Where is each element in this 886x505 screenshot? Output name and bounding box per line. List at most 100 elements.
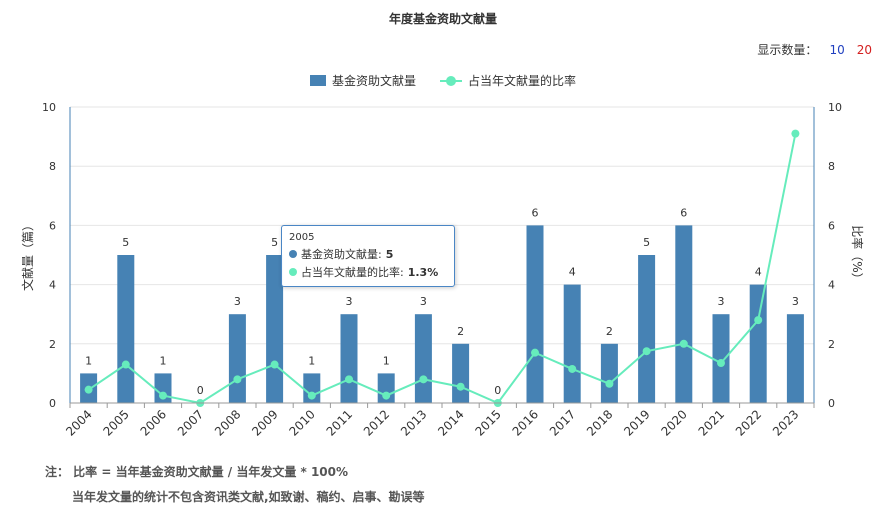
ratio-point bbox=[345, 375, 353, 384]
y-tick-label-right: 2 bbox=[828, 338, 835, 351]
ratio-point bbox=[754, 316, 763, 325]
display-count-option-20[interactable]: 20 bbox=[856, 42, 872, 57]
y-tick-label-right: 8 bbox=[828, 160, 835, 173]
x-tick-label: 2018 bbox=[584, 407, 615, 438]
bar bbox=[749, 284, 767, 403]
bar-value-label: 0 bbox=[197, 384, 204, 397]
y-tick-label-left: 2 bbox=[49, 338, 56, 351]
y-tick-label-right: 10 bbox=[828, 101, 842, 114]
ratio-line-series bbox=[84, 129, 800, 407]
hover-tooltip: 2005 基金资助文献量: 5 占当年文献量的比率: 1.3% bbox=[281, 225, 455, 287]
y-axis-title-right: 比率（%） bbox=[850, 225, 865, 284]
x-tick-label: 2013 bbox=[398, 407, 429, 438]
display-count-option-10[interactable]: 10 bbox=[829, 42, 845, 57]
display-count-control: 显示数量： 10 20 bbox=[757, 41, 872, 58]
bar-value-label: 3 bbox=[346, 295, 353, 308]
y-tick-label-right: 4 bbox=[828, 279, 835, 292]
y-axis-title-left: 文献量（篇） bbox=[20, 219, 35, 291]
x-tick-label: 2010 bbox=[286, 407, 317, 438]
bar bbox=[228, 314, 246, 403]
bar-value-label: 6 bbox=[680, 206, 687, 219]
bar bbox=[675, 225, 693, 403]
bar bbox=[638, 255, 656, 403]
bar-value-label: 4 bbox=[569, 266, 576, 279]
bar-value-label: 5 bbox=[122, 236, 129, 249]
ratio-line bbox=[88, 133, 797, 405]
x-tick-label: 2011 bbox=[324, 407, 355, 438]
bar bbox=[414, 314, 432, 403]
ratio-point bbox=[121, 360, 130, 369]
y-tick-label-left: 4 bbox=[49, 279, 56, 292]
ratio-point bbox=[791, 129, 800, 138]
y-tick-label-right: 0 bbox=[828, 397, 835, 410]
bar-value-label: 3 bbox=[234, 295, 241, 308]
tooltip-label-ratio: 占当年文献量的比率: bbox=[301, 266, 404, 279]
legend-label-funded-count: 基金资助文献量 bbox=[331, 74, 416, 88]
bar bbox=[117, 255, 135, 403]
ratio-point bbox=[679, 339, 688, 348]
bar bbox=[600, 343, 618, 403]
bar-value-label: 1 bbox=[383, 354, 390, 367]
ratio-point bbox=[382, 391, 391, 400]
footnote-exclusion: 当年发文量的统计不包含资讯类文献,如致谢、稿约、启事、勘误等 bbox=[72, 490, 425, 504]
x-tick-label: 2004 bbox=[63, 407, 94, 438]
bar-value-label: 5 bbox=[643, 236, 650, 249]
bar-value-labels: 1 5 1 0 3 5 1 3 1 3 2 0 6 4 2 5 6 3 4 3 bbox=[85, 206, 799, 397]
x-tick-label: 2007 bbox=[175, 407, 206, 438]
y-tick-label-right: 6 bbox=[828, 219, 835, 232]
bar-value-label: 3 bbox=[792, 295, 799, 308]
legend-swatch-line bbox=[440, 75, 462, 87]
display-count-label: 显示数量： bbox=[757, 43, 818, 57]
y-tick-label-left: 10 bbox=[42, 101, 56, 114]
x-tick-label: 2008 bbox=[212, 407, 243, 438]
tooltip-row-funded-count: 基金资助文献量: 5 bbox=[289, 246, 447, 262]
bar-value-label: 0 bbox=[494, 384, 501, 397]
legend-item-funded-count[interactable]: 基金资助文献量 bbox=[309, 72, 416, 89]
bar bbox=[377, 373, 395, 403]
bar-value-label: 3 bbox=[718, 295, 725, 308]
x-tick-label: 2020 bbox=[658, 407, 689, 438]
tooltip-value-funded-count: 5 bbox=[385, 247, 394, 261]
legend-item-ratio[interactable]: 占当年文献量的比率 bbox=[440, 72, 576, 89]
ratio-point bbox=[531, 348, 539, 357]
bar-value-label: 1 bbox=[160, 354, 167, 367]
bar bbox=[563, 284, 581, 403]
ratio-point bbox=[270, 360, 279, 369]
x-tick-label: 2005 bbox=[100, 407, 131, 438]
y-tick-label-left: 6 bbox=[49, 219, 56, 232]
chart-title: 年度基金资助文献量 bbox=[388, 12, 497, 26]
bar-value-label: 4 bbox=[755, 266, 762, 279]
ratio-point bbox=[568, 364, 577, 373]
bar bbox=[340, 314, 358, 403]
chart-legend: 基金资助文献量 占当年文献量的比率 bbox=[0, 72, 886, 89]
ratio-point bbox=[642, 347, 651, 356]
y-tick-label-left: 8 bbox=[49, 160, 56, 173]
tooltip-dot-funded-count bbox=[289, 250, 297, 258]
x-tick-label: 2021 bbox=[696, 407, 727, 438]
x-tick-label: 2014 bbox=[435, 407, 466, 438]
x-tick-label: 2016 bbox=[510, 407, 541, 438]
ratio-point bbox=[233, 375, 242, 384]
bar bbox=[786, 314, 804, 403]
ratio-point bbox=[456, 382, 465, 391]
legend-label-ratio: 占当年文献量的比率 bbox=[468, 74, 577, 88]
bar-value-label: 6 bbox=[532, 206, 539, 219]
bar bbox=[303, 373, 321, 403]
bar-value-label: 1 bbox=[85, 354, 92, 367]
tooltip-row-ratio: 占当年文献量的比率: 1.3% bbox=[289, 264, 447, 280]
y-tick-label-left: 0 bbox=[49, 397, 56, 410]
tooltip-dot-ratio bbox=[289, 268, 297, 276]
bar-series bbox=[80, 225, 804, 403]
x-tick-label: 2012 bbox=[361, 407, 392, 438]
x-tick-label: 2023 bbox=[770, 407, 801, 438]
bar-value-label: 2 bbox=[606, 325, 613, 338]
ratio-point bbox=[307, 391, 316, 400]
tooltip-value-ratio: 1.3% bbox=[407, 265, 439, 279]
bar bbox=[712, 314, 730, 403]
ratio-point bbox=[605, 379, 614, 388]
tooltip-title: 2005 bbox=[289, 232, 315, 243]
bar-value-label: 3 bbox=[420, 295, 427, 308]
tooltip-label-funded-count: 基金资助文献量: bbox=[301, 248, 382, 261]
bar bbox=[452, 343, 470, 403]
